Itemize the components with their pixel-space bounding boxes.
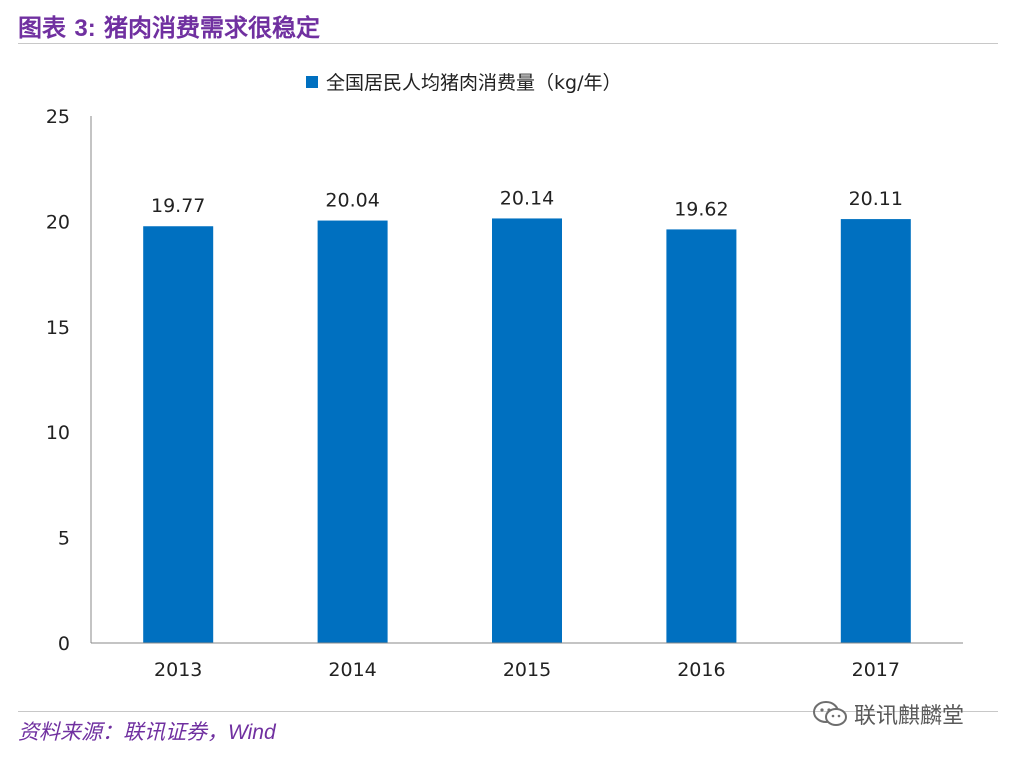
legend-swatch [306,76,318,88]
data-label-2017: 20.11 [849,188,903,210]
y-tick-label: 15 [46,317,70,339]
source-name: Wind [228,721,276,744]
wechat-icon [813,701,847,726]
x-tick-label-2016: 2016 [677,659,725,681]
x-tick-label-2015: 2015 [503,659,551,681]
x-tick-label-2014: 2014 [328,659,376,681]
bar-2014 [317,220,388,643]
wechat-watermark: 联讯麒麟堂 [812,698,964,730]
y-tick-label: 20 [46,211,70,233]
bar-2017 [840,219,911,643]
wechat-name: 联讯麒麟堂 [854,704,965,729]
x-tick-label-2013: 2013 [154,659,202,681]
source-prefix: 资料来源：联讯证券， [18,720,228,744]
x-axis-ticks: 2013 2014 2015 2016 2017 [154,659,900,681]
source-note: 资料来源：联讯证券，Wind [18,716,276,746]
legend-label: 全国居民人均猪肉消费量（kg/年） [326,72,621,94]
x-tick-label-2017: 2017 [852,659,900,681]
legend: 全国居民人均猪肉消费量（kg/年） [306,72,621,94]
y-tick-label: 10 [46,422,70,444]
bars [143,218,911,644]
title-divider [18,43,998,44]
data-label-2015: 20.14 [500,187,554,209]
bar-2013 [143,226,214,643]
y-tick-label: 0 [58,633,70,655]
data-label-2016: 19.62 [674,198,728,220]
chart-title: 图表 3: 猪肉消费需求很稳定 [18,8,320,43]
title-text: 猪肉消费需求很稳定 [95,14,321,42]
y-tick-label: 25 [46,106,70,128]
bar-2016 [666,229,737,643]
data-label-2013: 19.77 [151,195,205,217]
title-prefix: 图表 [18,14,75,42]
footer-divider [18,711,998,712]
y-tick-label: 5 [58,528,70,550]
y-axis-ticks: 0 5 10 15 20 25 [46,106,70,655]
data-label-2014: 20.04 [325,190,379,212]
bar-2015 [492,218,562,644]
title-number: 3: [74,15,96,42]
data-labels: 19.77 20.04 20.14 19.62 20.11 [151,187,903,220]
bar-chart: 全国居民人均猪肉消费量（kg/年） 0 5 10 15 20 25 19.77 20.04 2… [46,72,963,681]
